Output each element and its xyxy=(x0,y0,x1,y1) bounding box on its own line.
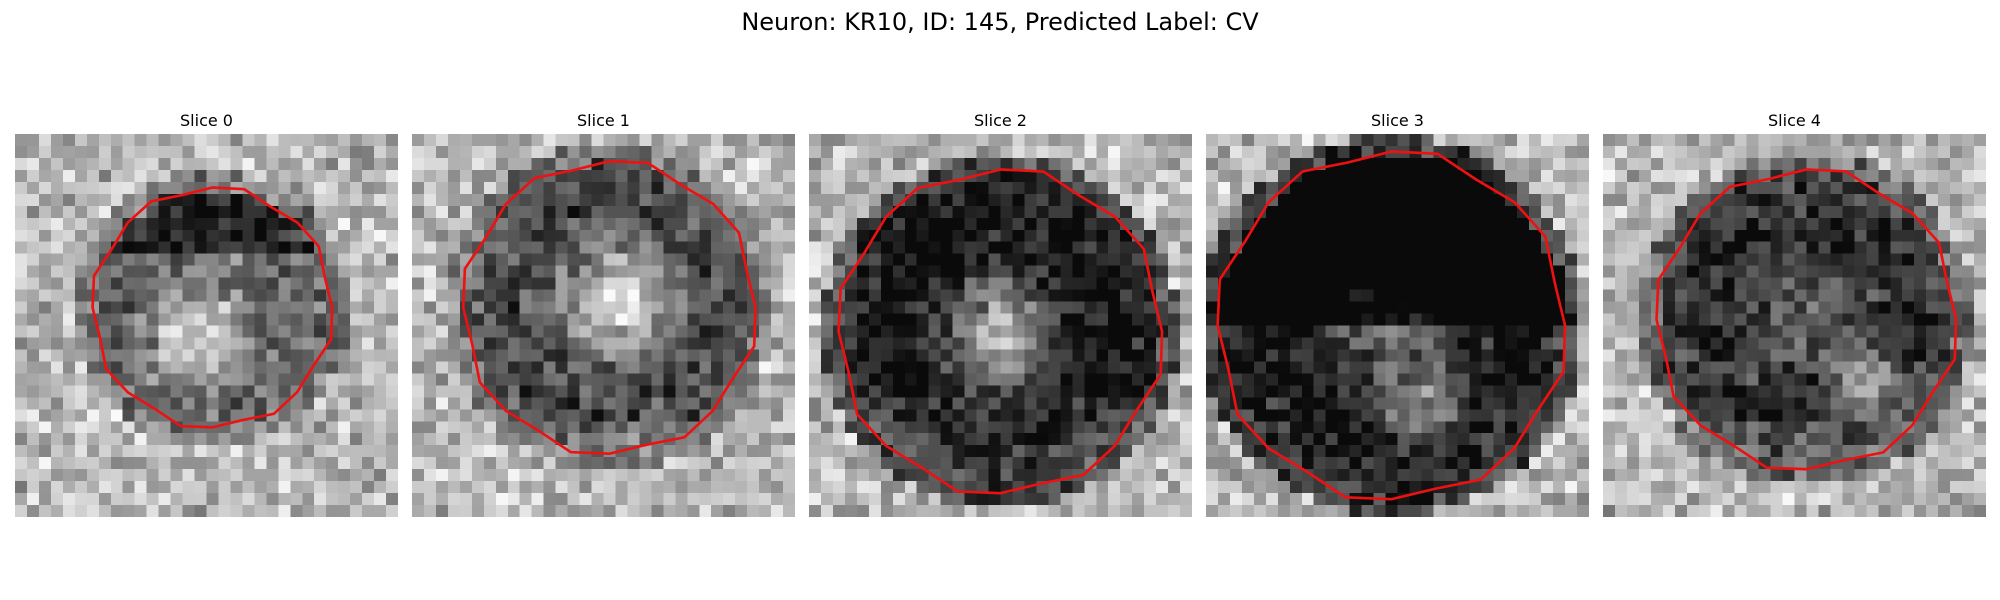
slice-panel-2: Slice 2 xyxy=(809,108,1192,517)
slice-image xyxy=(809,134,1192,517)
slice-canvas xyxy=(1603,134,1986,517)
slice-image xyxy=(15,134,398,517)
slice-canvas xyxy=(1206,134,1589,517)
slice-image xyxy=(412,134,795,517)
slice-panel-4: Slice 4 xyxy=(1603,108,1986,517)
slice-title: Slice 0 xyxy=(180,111,233,130)
figure-title: Neuron: KR10, ID: 145, Predicted Label: … xyxy=(741,8,1259,36)
slice-canvas xyxy=(15,134,398,517)
slice-title: Slice 1 xyxy=(577,111,630,130)
slice-canvas xyxy=(412,134,795,517)
slice-image xyxy=(1603,134,1986,517)
slice-title: Slice 2 xyxy=(974,111,1027,130)
slice-title: Slice 3 xyxy=(1371,111,1424,130)
slice-panel-3: Slice 3 xyxy=(1206,108,1589,517)
slice-title: Slice 4 xyxy=(1768,111,1821,130)
cell-contour xyxy=(837,168,1164,495)
cell-contour xyxy=(1655,168,1958,471)
slice-image xyxy=(1206,134,1589,517)
cell-contour xyxy=(1216,150,1567,501)
slice-panel-0: Slice 0 xyxy=(15,108,398,517)
slice-panel-1: Slice 1 xyxy=(412,108,795,517)
cell-contour xyxy=(461,159,757,456)
cell-contour xyxy=(91,186,334,429)
slice-canvas xyxy=(809,134,1192,517)
